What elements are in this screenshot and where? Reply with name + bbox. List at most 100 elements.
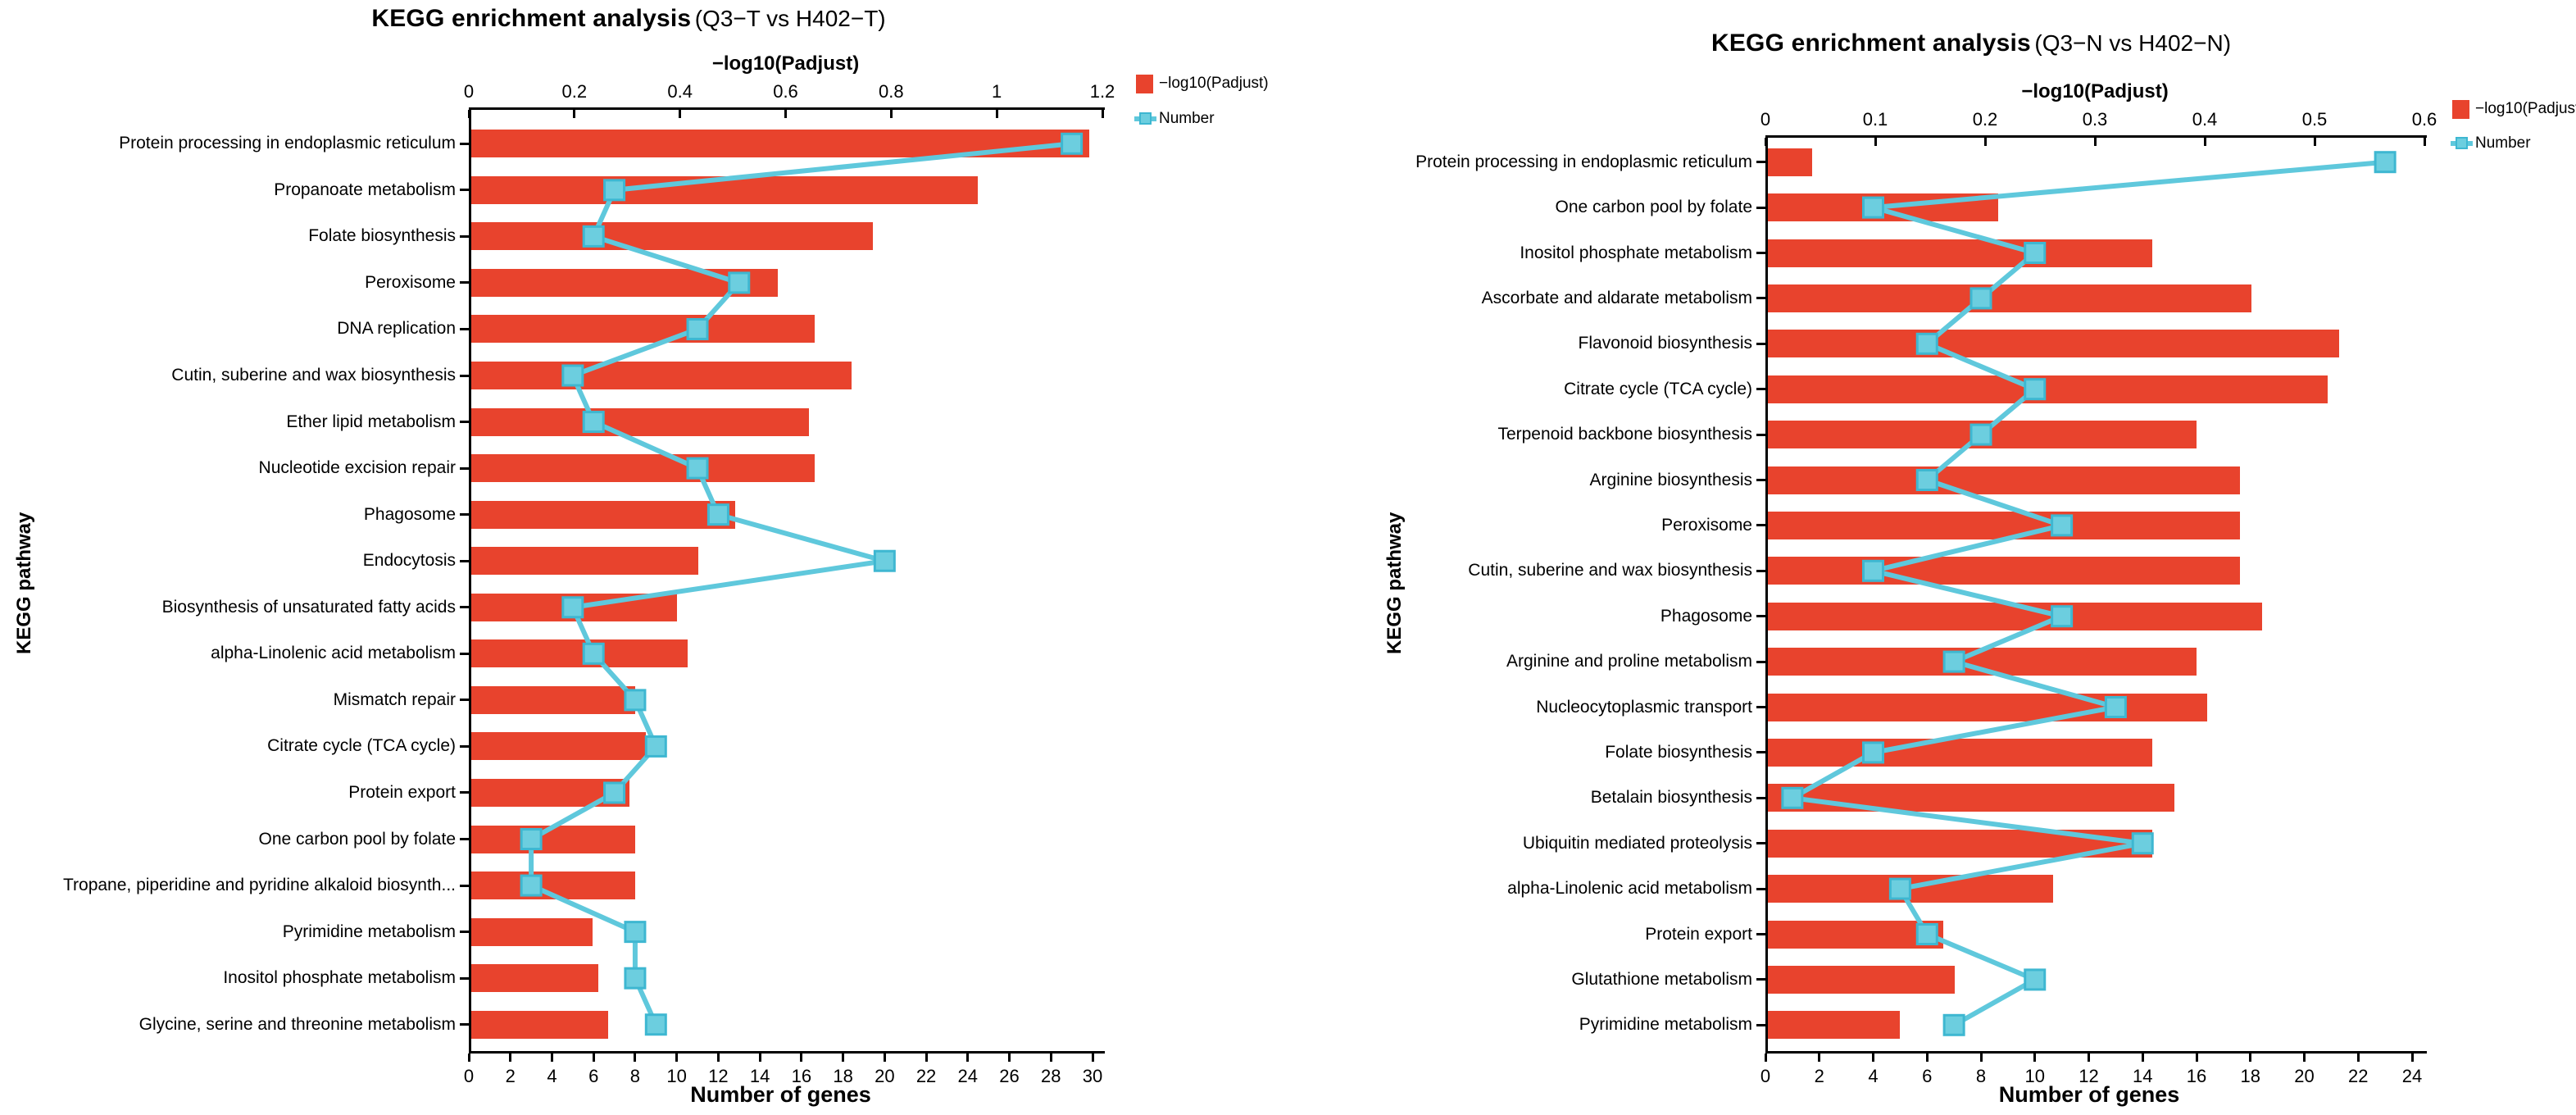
top-axis-tick-label: 1 bbox=[992, 81, 1002, 102]
bottom-axis-tick bbox=[592, 1054, 595, 1062]
bottom-axis-tick-label: 14 bbox=[2133, 1066, 2153, 1086]
bottom-axis-tick-label: 26 bbox=[999, 1066, 1020, 1086]
bar bbox=[1768, 330, 2339, 358]
pathway-label: Flavonoid biosynthesis bbox=[1578, 334, 1752, 353]
y-axis-row-tick bbox=[1756, 252, 1765, 254]
bar bbox=[471, 732, 646, 761]
pathway-label: Betalain biosynthesis bbox=[1590, 788, 1752, 808]
number-marker bbox=[2024, 968, 2047, 991]
pathway-label: Inositol phosphate metabolism bbox=[223, 968, 456, 988]
y-axis-row-tick bbox=[460, 931, 469, 934]
bar bbox=[471, 454, 815, 483]
pathway-label: Glycine, serine and threonine metabolism bbox=[139, 1014, 456, 1034]
number-marker bbox=[520, 828, 543, 851]
number-marker bbox=[2131, 832, 2154, 855]
bottom-axis-line bbox=[1765, 1051, 2427, 1054]
top-axis-tick-label: 0.1 bbox=[1862, 109, 1888, 130]
bottom-axis-tick bbox=[509, 1054, 512, 1062]
y-axis-row-tick bbox=[1756, 796, 1765, 799]
bar bbox=[471, 547, 698, 576]
bottom-axis-tick-label: 18 bbox=[2240, 1066, 2260, 1086]
bottom-axis-tick-label: 6 bbox=[1922, 1066, 1933, 1086]
y-axis-row-tick bbox=[460, 1023, 469, 1026]
pathway-label: Protein processing in endoplasmic reticu… bbox=[119, 134, 456, 153]
y-axis-row-tick bbox=[1756, 615, 1765, 618]
bar bbox=[471, 917, 593, 946]
number-marker bbox=[1942, 650, 1965, 673]
bar bbox=[1768, 784, 2174, 812]
number-marker bbox=[873, 549, 896, 572]
y-axis-row-tick bbox=[1756, 887, 1765, 890]
top-axis-title-right: −log10(Padjust) bbox=[2021, 80, 2169, 102]
bottom-axis-tick bbox=[2033, 1054, 2037, 1062]
bottom-axis-tick-label: 2 bbox=[1814, 1066, 1824, 1086]
bottom-axis-tick-label: 6 bbox=[588, 1066, 599, 1086]
number-marker bbox=[2024, 242, 2047, 264]
number-line bbox=[529, 141, 1074, 1027]
pathway-label: One carbon pool by folate bbox=[1555, 198, 1753, 217]
pathway-label: Folate biosynthesis bbox=[308, 226, 456, 246]
number-marker bbox=[2374, 151, 2397, 174]
bottom-axis-tick-label: 24 bbox=[2401, 1066, 2423, 1086]
bottom-axis-tick bbox=[1872, 1054, 1874, 1062]
bar bbox=[1768, 148, 1812, 176]
bar bbox=[471, 362, 852, 390]
bottom-axis-tick-label: 30 bbox=[1082, 1066, 1103, 1086]
pathway-label: Glutathione metabolism bbox=[1571, 969, 1752, 989]
pathway-label: Pyrimidine metabolism bbox=[282, 922, 456, 941]
bottom-axis-tick bbox=[925, 1054, 928, 1062]
top-axis-tick-label: 0 bbox=[1760, 109, 1771, 130]
top-axis-tick bbox=[679, 110, 682, 118]
bottom-axis-tick-label: 18 bbox=[833, 1066, 853, 1086]
pathway-label: Terpenoid backbone biosynthesis bbox=[1497, 425, 1752, 444]
pathway-label: alpha-Linolenic acid metabolism bbox=[211, 644, 456, 663]
pathway-label: Ether lipid metabolism bbox=[286, 412, 456, 431]
number-marker bbox=[686, 457, 709, 480]
bottom-axis-tick-label: 16 bbox=[2186, 1066, 2207, 1086]
bar bbox=[1768, 693, 2207, 721]
pathway-label: Biosynthesis of unsaturated fatty acids bbox=[161, 597, 456, 617]
y-axis-row-tick bbox=[460, 513, 469, 517]
pathway-label: Cutin, suberine and wax biosynthesis bbox=[171, 366, 456, 385]
y-axis-row-tick bbox=[1756, 660, 1765, 663]
y-axis-row-tick bbox=[1756, 388, 1765, 391]
panel-left-title-sub: (Q3−T vs H402−T) bbox=[694, 6, 886, 31]
top-axis-tick bbox=[467, 110, 470, 118]
bar bbox=[1768, 557, 2241, 585]
bottom-axis-tick bbox=[2410, 1054, 2414, 1062]
bar bbox=[471, 1010, 609, 1039]
y-axis-row-tick bbox=[1756, 479, 1765, 481]
top-axis-tick bbox=[2093, 138, 2097, 146]
bottom-axis-tick bbox=[2141, 1054, 2144, 1062]
panel-left-title-main: KEGG enrichment analysis bbox=[371, 5, 692, 32]
pathway-label: Phagosome bbox=[1660, 606, 1752, 626]
bottom-axis-tick-label: 16 bbox=[791, 1066, 812, 1086]
number-marker bbox=[1942, 1013, 1965, 1036]
bottom-axis-tick-label: 4 bbox=[547, 1066, 557, 1086]
pathway-label: Tropane, piperidine and pyridine alkaloi… bbox=[62, 876, 456, 895]
bar bbox=[471, 778, 630, 807]
number-marker bbox=[2051, 605, 2074, 628]
pathway-label: Ubiquitin mediated proteolysis bbox=[1522, 833, 1752, 853]
bottom-axis-tick-label: 22 bbox=[915, 1066, 937, 1086]
pathway-label: Inositol phosphate metabolism bbox=[1520, 243, 1752, 262]
number-marker bbox=[561, 364, 584, 387]
bottom-axis-tick bbox=[1979, 1054, 1983, 1062]
y-axis-row-tick bbox=[1756, 342, 1765, 345]
y-axis-row-tick bbox=[1756, 842, 1765, 845]
y-axis-row-tick bbox=[460, 652, 469, 655]
pathway-label: Citrate cycle (TCA cycle) bbox=[1564, 379, 1752, 398]
bar bbox=[471, 407, 810, 436]
bottom-axis-title-left: Number of genes bbox=[690, 1082, 871, 1107]
number-marker bbox=[1915, 469, 1938, 491]
top-axis-line bbox=[469, 107, 1105, 110]
y-axis-row-tick bbox=[460, 606, 469, 609]
number-marker bbox=[1969, 287, 1992, 310]
bottom-axis-tick-label: 10 bbox=[2024, 1066, 2045, 1086]
y-axis-row-tick bbox=[460, 838, 469, 841]
y-axis-row-tick bbox=[1756, 978, 1765, 981]
y-axis-row-tick bbox=[1756, 751, 1765, 754]
top-axis-tick-label: 0.2 bbox=[561, 81, 588, 102]
number-marker bbox=[686, 317, 709, 340]
